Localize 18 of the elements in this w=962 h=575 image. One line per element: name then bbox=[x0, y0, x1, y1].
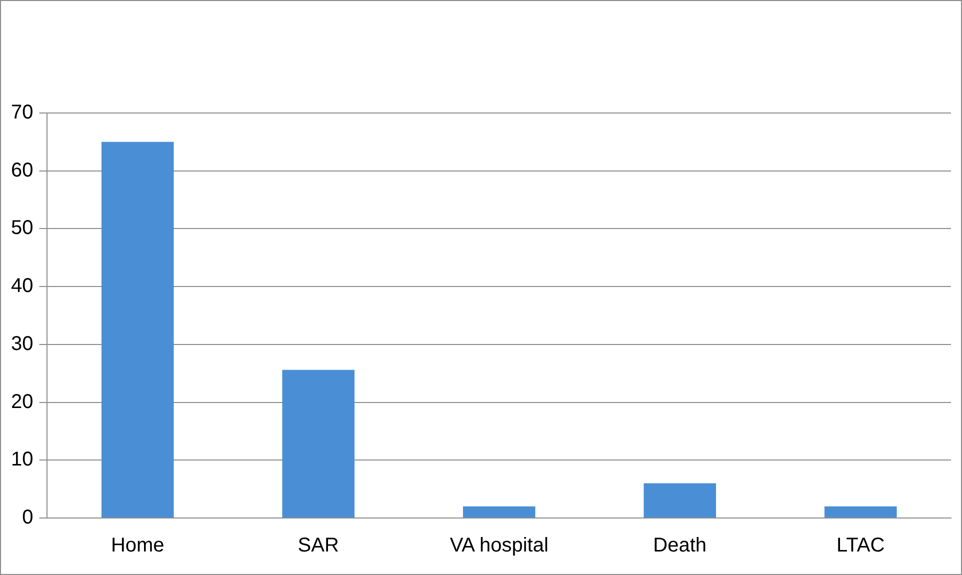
bar bbox=[101, 142, 174, 518]
y-tick-label: 70 bbox=[10, 102, 34, 124]
bar bbox=[824, 506, 897, 518]
y-tick-label: 50 bbox=[10, 217, 34, 240]
bar bbox=[282, 370, 355, 518]
y-tick-label: 10 bbox=[10, 448, 34, 471]
y-tick-label: 0 bbox=[22, 506, 34, 529]
x-tick-label: LTAC bbox=[836, 534, 885, 557]
y-tick-label: 30 bbox=[10, 332, 34, 355]
bar bbox=[644, 483, 716, 518]
x-tick-label: Home bbox=[110, 534, 164, 557]
y-tick-label: 60 bbox=[10, 159, 34, 182]
x-tick-label: VA hospital bbox=[450, 534, 548, 557]
y-tick-label: 40 bbox=[10, 275, 34, 298]
x-tick-label: SAR bbox=[298, 534, 339, 557]
y-tick-label: 20 bbox=[10, 390, 34, 413]
x-tick-label: Death bbox=[653, 534, 707, 557]
bar bbox=[462, 506, 536, 518]
